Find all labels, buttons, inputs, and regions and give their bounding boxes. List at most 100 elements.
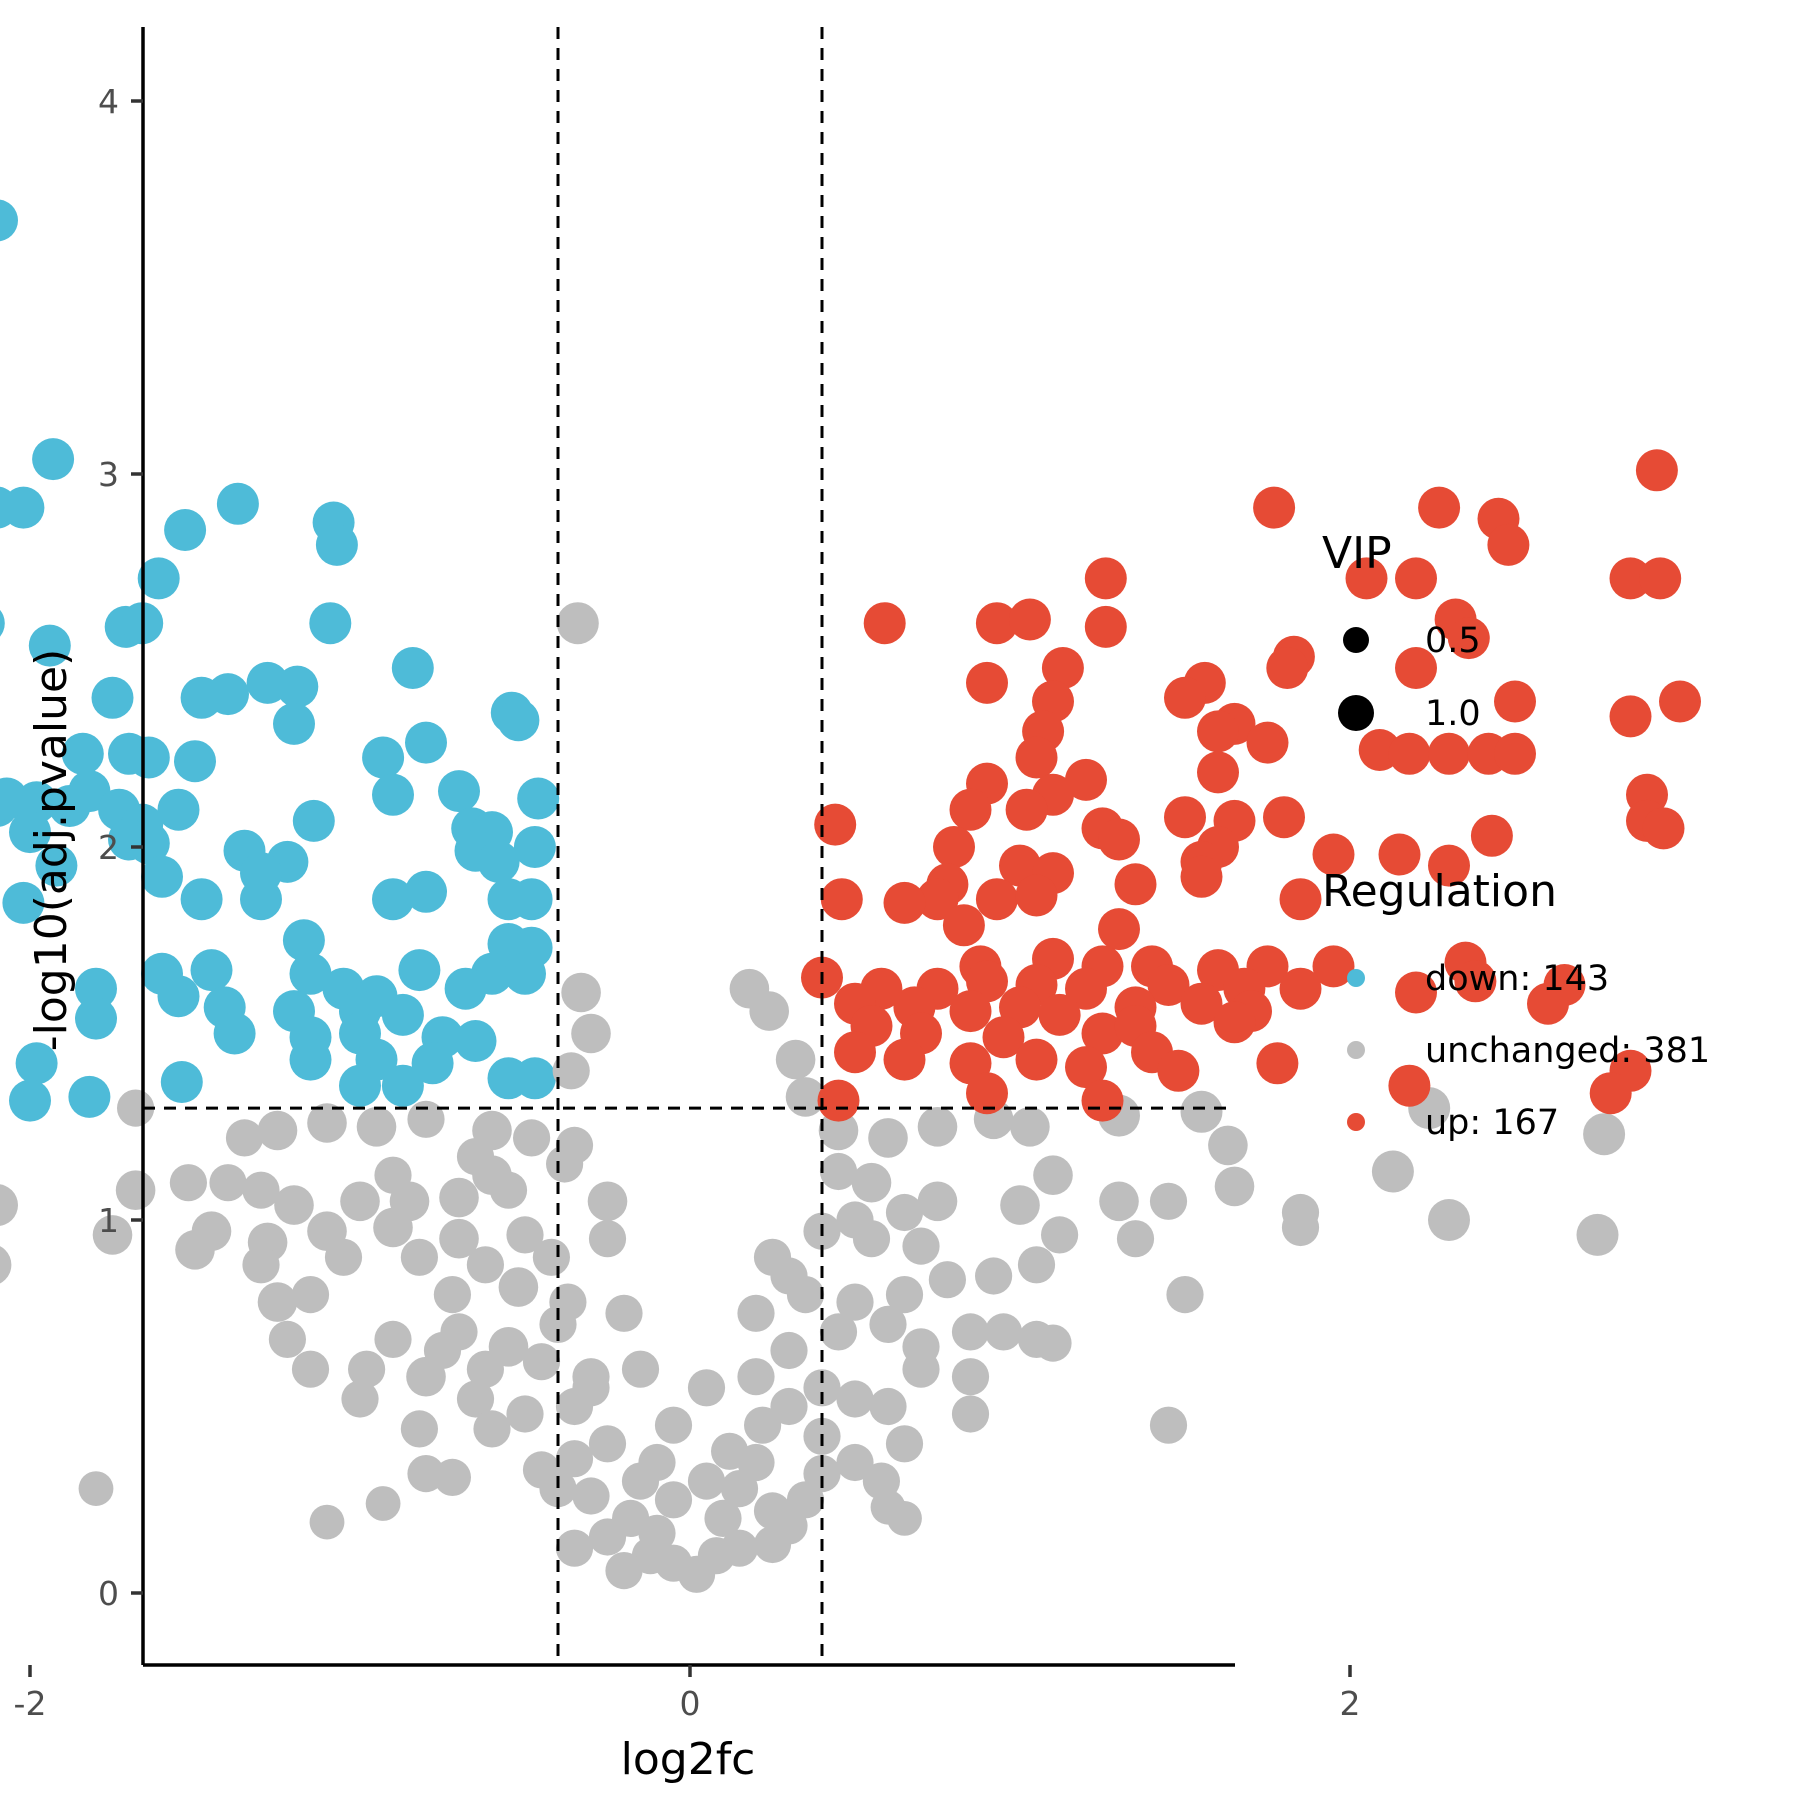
unchanged-point [1017, 1246, 1056, 1284]
up-point [1454, 960, 1497, 1003]
up-point [1114, 863, 1157, 906]
up-point [1065, 1046, 1107, 1089]
unchanged-point [1428, 1199, 1470, 1241]
unchanged-point [836, 1201, 874, 1239]
y-tick-label: 3 [98, 455, 119, 494]
unchanged-point [439, 1177, 479, 1218]
unchanged-point [1010, 1107, 1050, 1147]
down-point [438, 770, 480, 813]
unchanged-point [1000, 1185, 1040, 1225]
unchanged-point [951, 1358, 990, 1396]
unchanged-point [340, 1181, 380, 1222]
unchanged-point [175, 1230, 215, 1270]
up-point [1428, 732, 1470, 775]
unchanged-point [506, 1395, 544, 1433]
up-point [863, 602, 906, 645]
up-point [1395, 647, 1437, 689]
unchanged-point [506, 1216, 544, 1254]
unchanged-point [242, 1246, 280, 1284]
unchanged-point [1166, 1276, 1204, 1314]
unchanged-point [374, 1320, 412, 1358]
unchanged-point [737, 1294, 775, 1332]
unchanged-point [887, 1501, 922, 1536]
unchanged-point [605, 1552, 643, 1590]
unchanged-point [744, 1406, 782, 1444]
up-point [1005, 788, 1048, 831]
unchanged-point [1576, 1213, 1619, 1256]
unchanged-point [522, 1343, 561, 1381]
up-point [1470, 814, 1513, 857]
unchanged-point [555, 1126, 594, 1164]
unchanged-point [605, 1294, 643, 1332]
unchanged-point [407, 1100, 445, 1138]
unchanged-point [851, 1162, 892, 1203]
up-point [1015, 874, 1058, 917]
up-point [1635, 449, 1678, 492]
unchanged-point [556, 602, 599, 645]
down-point [216, 482, 259, 525]
down-point [2, 881, 45, 924]
up-point [1180, 855, 1223, 898]
down-point [9, 811, 51, 854]
unchanged-point [836, 1380, 874, 1418]
down-point [207, 673, 249, 716]
unchanged-point [885, 1193, 924, 1232]
unchanged-point [1033, 1155, 1073, 1195]
down-point [180, 878, 223, 921]
unchanged-point [621, 1462, 660, 1500]
points-layer [0, 199, 1701, 1593]
unchanged-point [1149, 1406, 1188, 1444]
up-point [982, 1016, 1025, 1059]
unchanged-point [704, 1499, 742, 1537]
y-tick-label: 4 [98, 82, 119, 121]
up-point [1279, 967, 1322, 1010]
down-point [381, 1064, 424, 1107]
down-point [190, 949, 233, 992]
up-point [1378, 833, 1421, 876]
unchanged-point [433, 1276, 471, 1314]
unchanged-point [92, 1215, 133, 1255]
unchanged-point [1041, 1216, 1079, 1254]
up-point [883, 881, 926, 924]
unchanged-point [885, 1276, 924, 1314]
unchanged-point [951, 1313, 990, 1351]
unchanged-point [1214, 1166, 1255, 1207]
down-point [372, 878, 414, 921]
unchanged-point [374, 1156, 412, 1194]
up-point [1038, 993, 1081, 1036]
unchanged-point [1208, 1125, 1248, 1166]
unchanged-point [869, 1387, 907, 1426]
up-point [1197, 751, 1239, 794]
unchanged-point [489, 1171, 528, 1209]
down-point [454, 1020, 497, 1062]
x-axis-title: log2fc [621, 1734, 756, 1785]
unchanged-point [770, 1257, 808, 1295]
unchanged-point [902, 1350, 940, 1388]
up-point [949, 788, 992, 831]
unchanged-point [1116, 1220, 1155, 1258]
unchanged-point [0, 1246, 12, 1284]
down-point [157, 788, 200, 831]
unchanged-point [836, 1443, 874, 1482]
unchanged-point [1371, 1150, 1414, 1193]
unchanged-point [753, 1492, 792, 1530]
legend-vip-large-label: 1.0 [1425, 694, 1481, 734]
unchanged-point [274, 1185, 314, 1225]
up-point [1639, 557, 1682, 600]
unchanged-point [532, 1238, 571, 1276]
legend-vip-small-key [1343, 627, 1369, 653]
unchanged-point [775, 1039, 816, 1080]
unchanged-point [309, 1504, 345, 1540]
up-point [1098, 818, 1140, 861]
unchanged-point [572, 1477, 610, 1515]
unchanged-point [466, 1246, 504, 1284]
up-point [1494, 732, 1536, 775]
unchanged-point [711, 1432, 749, 1470]
down-point [276, 665, 319, 708]
down-point [398, 949, 441, 992]
up-point [1659, 680, 1701, 723]
down-point [405, 870, 447, 913]
series-down [0, 199, 560, 1122]
unchanged-point [951, 1395, 990, 1433]
up-point [1246, 721, 1289, 764]
